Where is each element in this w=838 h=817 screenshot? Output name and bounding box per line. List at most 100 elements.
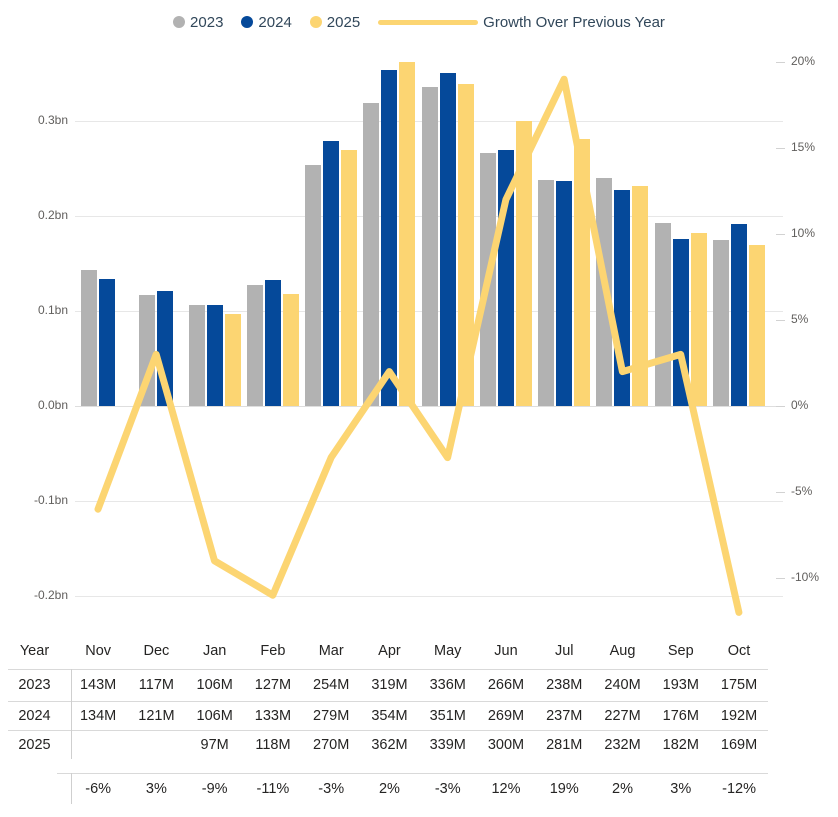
right-axis-tick: [776, 148, 785, 149]
table-cell: 12%: [491, 780, 521, 797]
bar-2024-Jan[interactable]: [206, 305, 223, 406]
bar-2024-May[interactable]: [439, 72, 456, 406]
bar-2025-Apr[interactable]: [399, 62, 416, 406]
left-axis-tick-label: 0.2bn: [37, 208, 68, 222]
bar-2024-Jul[interactable]: [556, 180, 573, 406]
bar-2025-Sep[interactable]: [690, 233, 707, 406]
bar-2025-May[interactable]: [457, 83, 474, 406]
table-cell: -3%: [434, 780, 461, 797]
bar-2023-Apr[interactable]: [363, 102, 380, 406]
table-cell: -6%: [85, 780, 112, 797]
table-cell: 354M: [371, 707, 408, 724]
table-cell: 238M: [546, 677, 583, 693]
table-cell: Feb: [260, 643, 286, 659]
left-axis-tick-label: 0.0bn: [37, 398, 68, 412]
table-cell: Apr: [378, 643, 401, 659]
table-cell: 106M: [196, 707, 233, 724]
growth-line[interactable]: [94, 75, 743, 616]
growth-row: -6% 3% -9% -11% -3% 2% -3% 12% 19% 2% 3% -12%: [0, 773, 838, 804]
legend-item-2023[interactable]: 2023: [173, 14, 223, 31]
bar-2024-Apr[interactable]: [381, 69, 398, 406]
table-cell: 270M: [313, 736, 350, 753]
table-cell: Dec: [143, 643, 170, 659]
table-cell: 192M: [720, 707, 758, 724]
row-label-cell: 2025: [18, 736, 51, 753]
table-header-row: Year Nov Dec Jan Feb Mar Apr May Jun Jul Aug Sep Oct: [0, 634, 838, 668]
table-cell: Jul: [554, 643, 574, 659]
row-label-cell: Year: [19, 643, 50, 659]
bar-2025-Mar[interactable]: [341, 149, 358, 406]
bar-2024-Nov[interactable]: [98, 278, 115, 406]
table-cell: 176M: [662, 707, 699, 724]
table-cell: Aug: [609, 643, 636, 659]
legend-item-growth[interactable]: Growth Over Previous Year: [378, 14, 665, 31]
bar-2023-Dec[interactable]: [139, 294, 156, 406]
table-cell: 3%: [670, 780, 692, 797]
left-axis-tick-label: 0.1bn: [37, 303, 68, 317]
left-axis-tick-label: -0.2bn: [33, 588, 68, 602]
table-cell: -3%: [318, 780, 345, 797]
right-axis-tick-label: 5%: [791, 312, 809, 326]
right-axis-tick: [776, 320, 785, 321]
legend-label: Growth Over Previous Year: [483, 13, 665, 31]
table-cell: 351M: [429, 707, 466, 724]
table-cell: 237M: [546, 707, 583, 724]
legend-label: 2025: [326, 13, 361, 31]
row-label-cell: 2023: [18, 677, 51, 693]
bar-2023-Mar[interactable]: [305, 164, 322, 406]
legend-item-2024[interactable]: 2024: [241, 13, 292, 31]
right-axis-tick-label: 20%: [791, 54, 816, 68]
table-cell: 106M: [196, 677, 233, 693]
legend-label: 2024: [258, 13, 292, 31]
table-cell: Nov: [85, 643, 112, 659]
table-cell: 121M: [138, 707, 175, 724]
right-axis-tick-label: -5%: [791, 484, 813, 498]
bar-2025-Jun[interactable]: [515, 121, 532, 406]
table-cell: 339M: [429, 736, 466, 753]
table-cell: 117M: [138, 677, 174, 693]
table-cell: 336M: [429, 677, 466, 693]
table-rule: [8, 730, 768, 731]
bar-2023-Feb[interactable]: [246, 285, 263, 406]
table-cell: Jun: [494, 643, 518, 659]
right-axis-tick-label: 10%: [791, 226, 816, 240]
table-cell: 279M: [313, 707, 350, 724]
table-cell: -12%: [722, 780, 756, 797]
bar-2025-Jan[interactable]: [224, 313, 241, 406]
bar-2023-Jul[interactable]: [538, 179, 555, 406]
legend-item-2025[interactable]: 2025: [309, 13, 361, 31]
table-cell: Jan: [202, 643, 227, 659]
bar-2023-Nov[interactable]: [80, 270, 97, 406]
table-cell: 19%: [549, 780, 579, 797]
table-cell: May: [434, 643, 462, 659]
right-axis-tick: [776, 578, 785, 579]
legend-line-swatch-icon: [378, 19, 479, 25]
gridline: [75, 501, 783, 502]
bar-2023-Oct[interactable]: [712, 239, 729, 406]
table-cell: 127M: [254, 677, 292, 693]
left-axis-tick-label: -0.1bn: [33, 493, 68, 507]
bar-2023-May[interactable]: [421, 86, 438, 406]
right-axis-tick-label: 15%: [791, 140, 816, 154]
bar-2025-Oct[interactable]: [748, 245, 765, 406]
table-cell: 232M: [604, 736, 641, 753]
bar-2024-Mar[interactable]: [323, 140, 340, 406]
table-cell: 3%: [145, 780, 167, 797]
bar-2024-Feb[interactable]: [264, 279, 281, 406]
bar-2024-Oct[interactable]: [730, 223, 747, 406]
table-cell: 266M: [487, 677, 525, 693]
table-cell: 362M: [371, 736, 408, 753]
row-label-cell: 2024: [18, 707, 51, 724]
right-axis-tick: [776, 234, 785, 235]
table-row-2023: 2023 143M 117M 106M 127M 254M 319M 336M 266M 238M…: [0, 669, 838, 701]
gridline: [75, 596, 783, 597]
bar-2023-Jan[interactable]: [188, 305, 205, 406]
bar-2025-Feb[interactable]: [282, 293, 299, 406]
table-rule: [8, 701, 768, 702]
right-axis-tick-label: 0%: [791, 398, 809, 412]
legend-dot-2025-icon: [309, 16, 322, 28]
bar-2025-Aug[interactable]: [632, 185, 649, 406]
table-cell: Sep: [667, 643, 694, 659]
table-cell: 300M: [487, 736, 525, 753]
table-cell: 2%: [378, 780, 400, 797]
